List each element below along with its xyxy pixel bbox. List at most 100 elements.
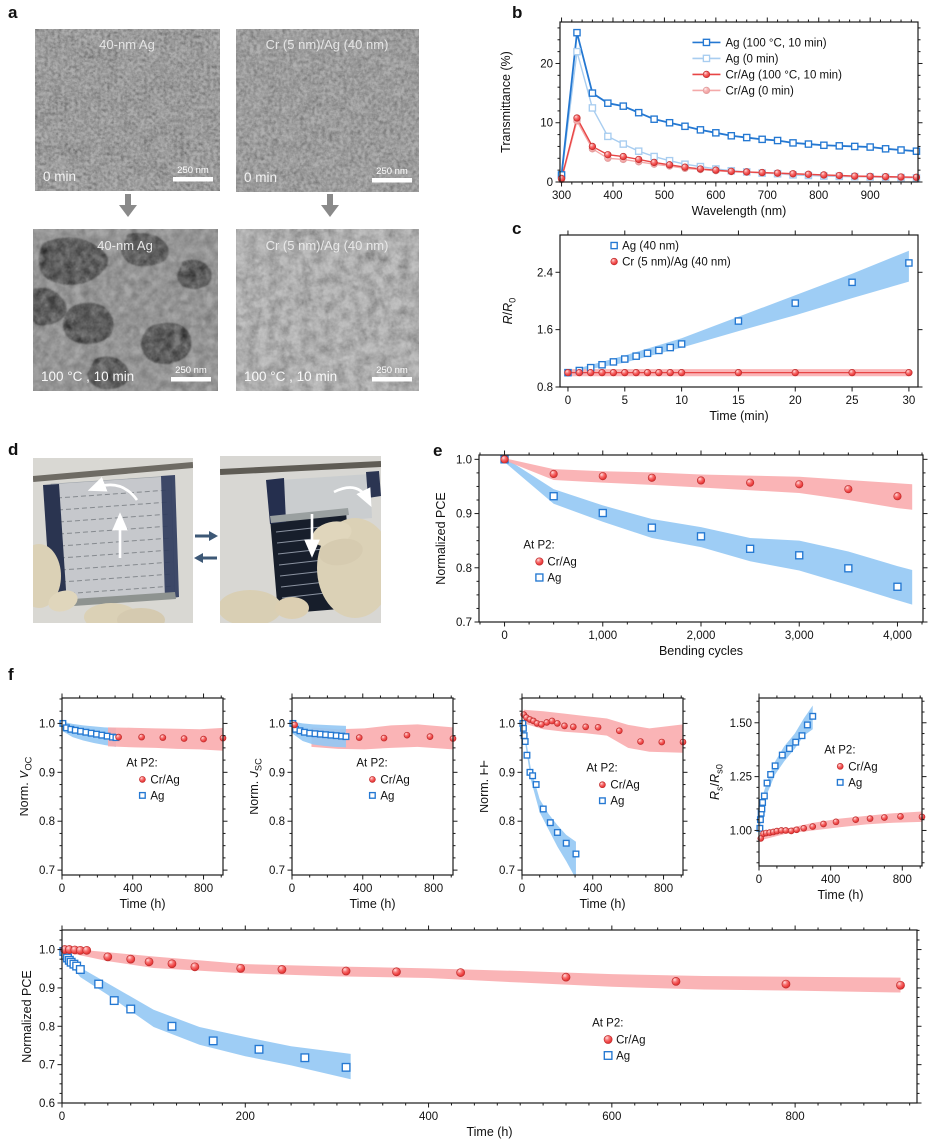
photo-flexible-module-front	[33, 458, 193, 623]
down-arrow-icon	[321, 194, 339, 217]
panel-label-a: a	[8, 3, 18, 22]
scale-bar	[372, 178, 412, 183]
svg-text:400: 400	[583, 883, 602, 895]
svg-text:800: 800	[786, 1111, 805, 1123]
svg-text:Cr/Ag: Cr/Ag	[610, 780, 639, 792]
svg-text:1.0: 1.0	[39, 945, 55, 957]
svg-text:400: 400	[123, 883, 142, 895]
svg-text:800: 800	[654, 883, 673, 895]
svg-text:Time (h): Time (h)	[119, 897, 165, 911]
svg-text:Ag: Ag	[150, 790, 164, 802]
svg-text:0.8: 0.8	[456, 563, 472, 575]
svg-text:800: 800	[893, 874, 912, 886]
sem-image-crag-0min: Cr (5 nm)/Ag (40 nm) 0 min 250 nm	[236, 29, 419, 192]
svg-text:400: 400	[821, 874, 840, 886]
svg-text:Cr (5 nm)/Ag (40 nm): Cr (5 nm)/Ag (40 nm)	[622, 257, 731, 269]
panel-label-d: d	[8, 440, 19, 459]
svg-text:Transmittance (%): Transmittance (%)	[499, 51, 513, 153]
svg-text:4,000: 4,000	[883, 630, 912, 642]
svg-text:1,000: 1,000	[588, 630, 617, 642]
svg-text:500: 500	[655, 190, 674, 202]
svg-text:600: 600	[602, 1111, 621, 1123]
svg-text:Cr/Ag: Cr/Ag	[616, 1035, 645, 1047]
svg-text:Ag: Ag	[547, 573, 561, 585]
svg-text:300: 300	[552, 190, 571, 202]
svg-text:600: 600	[706, 190, 725, 202]
svg-text:Cr/Ag (100 °C, 10 min): Cr/Ag (100 °C, 10 min)	[725, 69, 842, 81]
svg-text:Ag: Ag	[610, 796, 624, 808]
svg-text:1.0: 1.0	[39, 718, 55, 730]
svg-text:0: 0	[519, 883, 525, 895]
svg-text:Normalized PCE: Normalized PCE	[20, 970, 34, 1062]
svg-text:Time (h): Time (h)	[466, 1125, 512, 1139]
svg-text:Time (h): Time (h)	[349, 897, 395, 911]
svg-text:1.0: 1.0	[269, 718, 285, 730]
sem-time-label: 0 min	[43, 169, 76, 184]
svg-text:Cr/Ag: Cr/Ag	[150, 774, 179, 786]
scale-bar	[171, 377, 211, 382]
sem-scalebar-label: 250 nm	[175, 365, 207, 376]
svg-text:0.8: 0.8	[537, 382, 553, 394]
svg-text:700: 700	[758, 190, 777, 202]
svg-text:0.8: 0.8	[39, 816, 55, 828]
svg-text:Time (h): Time (h)	[817, 888, 863, 902]
svg-text:0.9: 0.9	[456, 509, 472, 521]
svg-text:Rs/Rs0: Rs/Rs0	[710, 764, 724, 800]
svg-text:At P2:: At P2:	[356, 757, 387, 769]
svg-text:0.9: 0.9	[499, 767, 515, 779]
svg-text:1.50: 1.50	[730, 718, 752, 730]
sem-image-ag-0min: 40-nm Ag 0 min 250 nm	[35, 29, 220, 191]
svg-text:1.0: 1.0	[456, 454, 472, 466]
svg-text:800: 800	[194, 883, 213, 895]
svg-text:0: 0	[501, 630, 507, 642]
svg-text:400: 400	[603, 190, 622, 202]
sem-time-label: 0 min	[244, 170, 277, 185]
svg-text:0: 0	[59, 883, 65, 895]
svg-text:Cr/Ag (0 min): Cr/Ag (0 min)	[725, 85, 794, 97]
svg-text:2,000: 2,000	[687, 630, 716, 642]
svg-text:0.7: 0.7	[39, 865, 55, 877]
svg-text:1.25: 1.25	[730, 772, 752, 784]
svg-text:Ag (40 nm): Ag (40 nm)	[622, 241, 679, 253]
scale-bar	[372, 377, 412, 382]
svg-text:Cr/Ag: Cr/Ag	[848, 761, 877, 773]
svg-text:800: 800	[809, 190, 828, 202]
photo-flexible-module-folded	[220, 456, 381, 623]
svg-text:1.6: 1.6	[537, 325, 553, 337]
svg-text:200: 200	[236, 1111, 255, 1123]
svg-text:25: 25	[846, 395, 859, 407]
svg-text:Wavelength (nm): Wavelength (nm)	[692, 204, 787, 218]
svg-text:15: 15	[732, 395, 745, 407]
svg-text:1.0: 1.0	[499, 718, 515, 730]
svg-text:20: 20	[540, 58, 553, 70]
fold-direction-arrow	[333, 486, 372, 507]
svg-text:30: 30	[903, 395, 916, 407]
sem-scalebar-label: 250 nm	[177, 165, 209, 176]
sem-time-label: 100 °C , 10 min	[244, 369, 337, 384]
sem-title: Cr (5 nm)/Ag (40 nm)	[266, 238, 389, 253]
sem-scalebar-label: 250 nm	[376, 166, 408, 177]
svg-text:R/R0: R/R0	[501, 298, 517, 325]
svg-text:0.8: 0.8	[39, 1021, 55, 1033]
svg-text:Normalized PCE: Normalized PCE	[434, 492, 448, 584]
flip-direction-arrow	[87, 476, 139, 501]
svg-text:0.9: 0.9	[39, 983, 55, 995]
svg-text:400: 400	[353, 883, 372, 895]
sem-title: 40-nm Ag	[97, 238, 153, 253]
svg-text:5: 5	[622, 395, 628, 407]
panel-label-e: e	[433, 441, 443, 460]
svg-text:0.7: 0.7	[39, 1060, 55, 1072]
exchange-arrows-icon	[194, 531, 218, 563]
svg-text:0.9: 0.9	[39, 767, 55, 779]
sem-title: 40-nm Ag	[99, 37, 155, 52]
sem-scalebar-label: 250 nm	[376, 365, 408, 376]
chart-shelf-pce: 0 200 400 600 800 0.6 0.7 0.8 0.9 1.0 Time (h) Norm…	[20, 922, 944, 1148]
svg-text:0.7: 0.7	[269, 865, 285, 877]
svg-text:10: 10	[540, 118, 553, 130]
svg-text:2.4: 2.4	[537, 267, 554, 279]
svg-text:0.8: 0.8	[269, 816, 285, 828]
svg-text:0.8: 0.8	[499, 816, 515, 828]
svg-text:At P2:: At P2:	[523, 540, 554, 552]
svg-text:0: 0	[59, 1111, 65, 1123]
